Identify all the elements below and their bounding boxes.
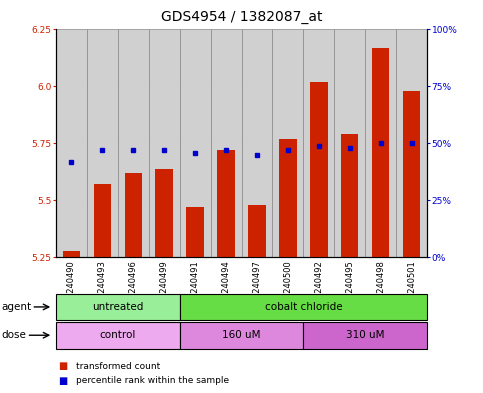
FancyBboxPatch shape (117, 29, 149, 257)
FancyBboxPatch shape (397, 29, 427, 257)
Bar (311, 82, 327, 257)
Bar (280, 139, 297, 257)
Text: dose: dose (1, 330, 27, 340)
FancyBboxPatch shape (366, 29, 397, 257)
FancyBboxPatch shape (86, 29, 117, 257)
FancyBboxPatch shape (211, 29, 242, 257)
Bar (125, 173, 142, 257)
Bar (62, 251, 80, 257)
Bar (217, 150, 235, 257)
Text: control: control (99, 330, 136, 340)
FancyBboxPatch shape (56, 29, 86, 257)
Bar (186, 207, 203, 257)
Text: 160 uM: 160 uM (222, 330, 261, 340)
Text: cobalt chloride: cobalt chloride (265, 302, 342, 312)
Text: 310 uM: 310 uM (346, 330, 385, 340)
Text: percentile rank within the sample: percentile rank within the sample (76, 376, 229, 385)
Text: transformed count: transformed count (76, 362, 160, 371)
FancyBboxPatch shape (180, 29, 211, 257)
Bar (248, 205, 266, 257)
FancyBboxPatch shape (334, 29, 366, 257)
Bar (156, 169, 172, 257)
FancyBboxPatch shape (149, 29, 180, 257)
Text: GDS4954 / 1382087_at: GDS4954 / 1382087_at (161, 10, 322, 24)
FancyBboxPatch shape (242, 29, 272, 257)
Text: ■: ■ (58, 376, 67, 386)
Bar (94, 184, 111, 257)
Bar (341, 134, 358, 257)
FancyBboxPatch shape (303, 29, 334, 257)
Text: ■: ■ (58, 361, 67, 371)
Bar (403, 91, 421, 257)
Bar (372, 48, 389, 257)
FancyBboxPatch shape (272, 29, 303, 257)
Text: untreated: untreated (92, 302, 143, 312)
Text: agent: agent (1, 302, 31, 312)
